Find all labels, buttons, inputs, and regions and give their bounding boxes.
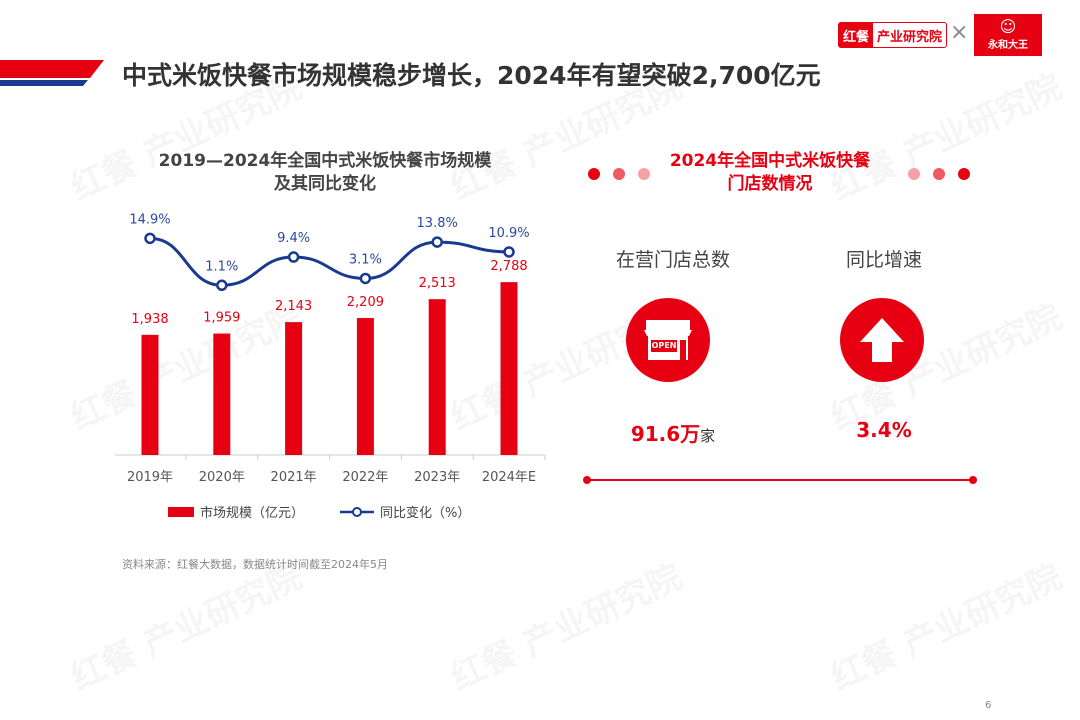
stores-value: 91.6万家 [573, 418, 773, 447]
stores-title: 2024年全国中式米饭快餐 门店数情况 [600, 150, 940, 196]
line-label: 3.1% [349, 252, 382, 267]
line-point [287, 251, 300, 263]
dot [588, 168, 600, 180]
x-tick-label: 2019年 [127, 470, 173, 485]
chart-title-line1: 2019—2024年全国中式米饭快餐市场规模 [158, 151, 492, 171]
line-point [431, 236, 443, 248]
brand-logo: 红餐 产业研究院 [838, 22, 948, 48]
legend-bar-label: 市场规模（亿元） [200, 506, 305, 521]
bar [285, 322, 303, 455]
page-number: 6 [985, 700, 992, 711]
bar-label: 1,959 [203, 311, 240, 326]
dot [613, 168, 625, 180]
chart-title: 2019—2024年全国中式米饭快餐市场规模 及其同比变化 [100, 150, 550, 196]
line-point [503, 246, 515, 258]
x-tick-label: 2023年 [414, 470, 460, 485]
dot [958, 168, 970, 180]
stores-label: 在营门店总数 [615, 249, 730, 271]
line-point [359, 272, 372, 285]
store-icon: OPEN [626, 298, 710, 382]
growth-label: 同比增速 [845, 249, 922, 271]
legend-line-label: 同比变化（%） [380, 506, 471, 521]
legend: 市场规模（亿元） 同比变化（%） [168, 502, 470, 521]
line-label: 14.9% [129, 212, 170, 227]
watermark: 红餐 产业研究院 [61, 550, 308, 700]
stores-number: 91.6万 [630, 422, 701, 446]
up-arrow-icon [840, 298, 924, 382]
watermark: 红餐 产业研究院 [441, 550, 688, 700]
line-label: 1.1% [205, 259, 238, 274]
bar [500, 282, 518, 455]
legend-bar-swatch [168, 506, 194, 517]
brand-right: 产业研究院 [877, 30, 943, 45]
brand-left: 红餐 [839, 23, 874, 47]
growth-value: 3.4% [856, 418, 912, 442]
legend-line-swatch [340, 506, 375, 517]
stores-title-line2: 门店数情况 [727, 174, 813, 194]
x-tick-label: 2021年 [271, 470, 317, 485]
chart-plot: 1,938 2019年 1,959 2020年 2,143 2021年 2,209 2022年… [115, 212, 546, 485]
partner-logo: ☺ 永和大王 [974, 14, 1042, 56]
divider-line [583, 476, 977, 484]
line-point [216, 279, 228, 292]
line-label: 10.9% [488, 226, 529, 241]
x-tick-label: 2024年E [482, 470, 536, 485]
dot [933, 168, 945, 180]
page-title: 中式米饭快餐市场规模稳步增长，2024年有望突破2,700亿元 [122, 61, 821, 90]
bar-label: 2,513 [419, 276, 456, 291]
stores-unit: 家 [700, 427, 716, 445]
bar-label: 2,209 [347, 295, 384, 310]
line-point [144, 232, 156, 245]
bar [213, 333, 231, 455]
stores-title-line1: 2024年全国中式米饭快餐 [669, 151, 871, 171]
source-note: 资料来源：红餐大数据，数据统计时间截至2024年5月 [122, 558, 388, 571]
x-tick-label: 2022年 [342, 470, 388, 485]
bar [356, 318, 374, 455]
bar-label: 2,788 [490, 259, 527, 274]
line-label: 9.4% [277, 231, 310, 246]
bar [428, 299, 446, 455]
bar [141, 334, 159, 455]
title-stripes [0, 60, 104, 86]
chart-title-line2: 及其同比变化 [274, 174, 376, 194]
dot [638, 168, 650, 180]
dot [908, 168, 920, 180]
bar-label: 2,143 [275, 299, 312, 314]
bar-label: 1,938 [131, 312, 168, 327]
open-sign: OPEN [651, 341, 677, 350]
partner-name: 永和大王 [988, 40, 1028, 51]
times-icon: × [950, 20, 969, 45]
line-label: 13.8% [417, 216, 458, 231]
x-tick-label: 2020年 [199, 470, 245, 485]
watermark: 红餐 产业研究院 [821, 550, 1068, 700]
